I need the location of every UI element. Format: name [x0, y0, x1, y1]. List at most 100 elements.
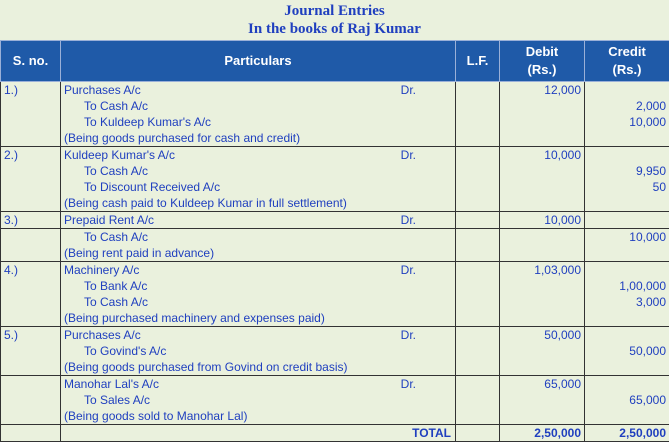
- debit-amount: 10,000: [503, 147, 581, 163]
- lf-cell: [456, 408, 500, 425]
- entry-number: 1.): [4, 82, 57, 98]
- particulars-cell: To Cash A/c: [61, 294, 456, 310]
- narration: (Being cash paid to Kuldeep Kumar in ful…: [64, 195, 452, 211]
- credit-amount: 10,000: [588, 229, 666, 245]
- entry-number: 4.): [4, 262, 57, 278]
- sno-cell: [1, 278, 61, 294]
- header-lf: L.F.: [456, 41, 500, 82]
- header-credit: Credit (Rs.): [585, 41, 669, 82]
- credit-amount: 2,000: [588, 98, 666, 114]
- journal-title: Journal Entries: [0, 2, 669, 20]
- particulars-cell: To Bank A/c: [61, 278, 456, 294]
- sno-cell: [1, 408, 61, 425]
- debit-cell: 10,000: [500, 147, 585, 164]
- narration: (Being purchased machinery and expenses …: [64, 310, 452, 326]
- lf-cell: [456, 343, 500, 359]
- debit-amount: 65,000: [503, 376, 581, 392]
- table-row: (Being goods sold to Manohar Lal): [1, 408, 669, 425]
- particulars-cell: (Being purchased machinery and expenses …: [61, 310, 456, 327]
- header-particulars: Particulars: [61, 41, 456, 82]
- dr-label: Dr.: [401, 327, 416, 343]
- credit-cell: 1,00,000: [585, 278, 669, 294]
- debit-cell: [500, 408, 585, 425]
- credit-cell: [585, 195, 669, 212]
- particulars-cell: (Being goods purchased for cash and cred…: [61, 130, 456, 147]
- debit-amount: 12,000: [503, 82, 581, 98]
- debit-cell: [500, 163, 585, 179]
- debit-cell: [500, 179, 585, 195]
- sno-cell: 2.): [1, 147, 61, 164]
- debit-cell: [500, 359, 585, 376]
- particulars-cell: (Being goods purchased from Govind on cr…: [61, 359, 456, 376]
- lf-cell: [456, 82, 500, 99]
- header-sno: S. no.: [1, 41, 61, 82]
- credit-amount: 10,000: [588, 114, 666, 130]
- particulars-cell: To Cash A/c: [61, 98, 456, 114]
- debit-cell: [500, 294, 585, 310]
- debit-account-name: Purchases A/c: [64, 328, 141, 342]
- credit-account: To Kuldeep Kumar's A/c: [64, 114, 452, 130]
- debit-cell: [500, 278, 585, 294]
- sno-cell: [1, 359, 61, 376]
- credit-cell: 50,000: [585, 343, 669, 359]
- credit-cell: 10,000: [585, 114, 669, 130]
- table-row: To Bank A/c 1,00,000: [1, 278, 669, 294]
- debit-account-name: Manohar Lal's A/c: [64, 377, 159, 391]
- lf-cell: [456, 147, 500, 164]
- credit-amount: 65,000: [588, 392, 666, 408]
- title-block: Journal Entries In the books of Raj Kuma…: [0, 0, 669, 40]
- credit-cell: [585, 147, 669, 164]
- journal-subtitle: In the books of Raj Kumar: [0, 20, 669, 38]
- lf-cell: [456, 392, 500, 408]
- lf-cell: [456, 212, 500, 229]
- sno-cell: [1, 163, 61, 179]
- credit-cell: [585, 310, 669, 327]
- debit-cell: [500, 195, 585, 212]
- credit-cell: [585, 327, 669, 344]
- particulars-cell: Purchases A/c Dr.: [61, 327, 456, 344]
- credit-cell: [585, 212, 669, 229]
- sno-cell: 4.): [1, 262, 61, 279]
- credit-amount: 50: [588, 179, 666, 195]
- sno-cell: [1, 114, 61, 130]
- sno-cell: [1, 229, 61, 246]
- narration: (Being goods sold to Manohar Lal): [64, 408, 452, 424]
- debit-cell: [500, 114, 585, 130]
- debit-cell: [500, 392, 585, 408]
- lf-cell: [456, 376, 500, 393]
- debit-cell: [500, 245, 585, 262]
- entry-number: 3.): [4, 212, 57, 228]
- table-row: (Being goods purchased from Govind on cr…: [1, 359, 669, 376]
- entry-number: 5.): [4, 327, 57, 343]
- debit-account: Manohar Lal's A/c Dr.: [64, 376, 452, 392]
- lf-cell: [456, 294, 500, 310]
- credit-cell: [585, 376, 669, 393]
- credit-cell: [585, 245, 669, 262]
- debit-cell: [500, 343, 585, 359]
- particulars-cell: Manohar Lal's A/c Dr.: [61, 376, 456, 393]
- debit-cell: 12,000: [500, 82, 585, 99]
- debit-cell: [500, 98, 585, 114]
- sno-cell: 3.): [1, 212, 61, 229]
- table-row: (Being cash paid to Kuldeep Kumar in ful…: [1, 195, 669, 212]
- dr-label: Dr.: [401, 376, 416, 392]
- lf-cell: [456, 195, 500, 212]
- debit-cell: 65,000: [500, 376, 585, 393]
- lf-cell: [456, 163, 500, 179]
- credit-cell: [585, 262, 669, 279]
- debit-cell: 1,03,000: [500, 262, 585, 279]
- particulars-cell: (Being cash paid to Kuldeep Kumar in ful…: [61, 195, 456, 212]
- table-row: Manohar Lal's A/c Dr. 65,000: [1, 376, 669, 393]
- credit-cell: 2,000: [585, 98, 669, 114]
- debit-cell: 50,000: [500, 327, 585, 344]
- credit-account: To Cash A/c: [64, 294, 452, 310]
- sno-cell: [1, 195, 61, 212]
